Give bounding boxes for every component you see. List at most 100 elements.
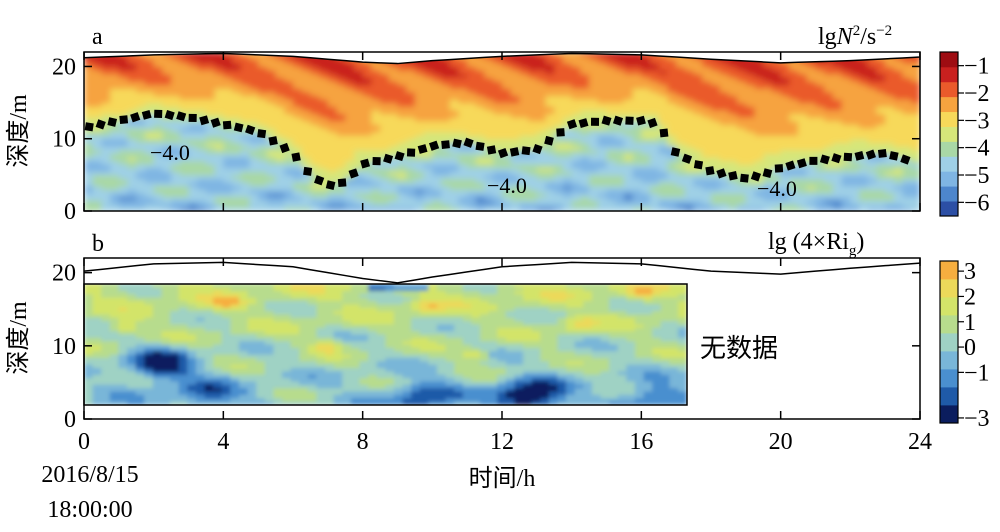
colorbar-swatch xyxy=(940,369,958,388)
contour-marker xyxy=(521,146,531,156)
contour-marker xyxy=(245,124,256,135)
colorbar-tick-label: −1 xyxy=(964,54,990,80)
contour-marker xyxy=(532,143,543,155)
panel-b-cb-main: lg (4×Ri xyxy=(768,229,849,255)
colorbar-swatch xyxy=(940,387,958,406)
contour-marker xyxy=(681,153,693,164)
contour-marker xyxy=(819,154,830,165)
panel-b-ylabel: 深度/m xyxy=(5,301,32,375)
contour-marker xyxy=(566,119,578,130)
contour-marker xyxy=(796,158,807,169)
panel-b-cb-sub: g xyxy=(849,243,857,259)
contour-marker xyxy=(556,128,565,137)
x-tick-label: 12 xyxy=(490,429,514,455)
colorbar-tick-label: −4 xyxy=(964,136,990,162)
y-tick-label: 10 xyxy=(52,334,76,360)
contour-marker xyxy=(659,128,669,138)
panel-a-colorbar-title: lgN2/s−2 xyxy=(818,23,892,50)
panel-a-contour-label-2: −4.0 xyxy=(487,173,527,198)
contour-marker xyxy=(372,157,381,166)
contour-marker xyxy=(750,171,762,182)
panel-b-letter: b xyxy=(92,231,104,257)
panel-a-contour-minus4 xyxy=(84,109,911,190)
contour-marker xyxy=(865,149,876,160)
contour-marker xyxy=(843,152,853,162)
contour-marker xyxy=(636,115,646,126)
x-tick-label: 8 xyxy=(357,429,369,455)
panel-a-cb-lg: lg xyxy=(818,24,837,50)
contour-marker xyxy=(670,147,681,157)
contour-marker xyxy=(257,129,267,139)
panel-a-ylabel: 深度/m xyxy=(5,94,32,168)
contour-marker xyxy=(383,153,394,164)
panel-a-colorbar: −1−2−3−4−5−6 xyxy=(939,51,990,217)
contour-marker xyxy=(222,120,232,130)
colorbar-tick-label: 1 xyxy=(964,310,976,336)
contour-marker xyxy=(705,166,715,176)
contour-marker xyxy=(463,137,474,148)
contour-marker xyxy=(176,111,187,122)
y-tick-label: 10 xyxy=(52,127,76,153)
contour-marker xyxy=(452,138,462,149)
y-tick-label: 20 xyxy=(52,261,76,287)
contour-marker xyxy=(497,147,509,159)
contour-marker xyxy=(774,164,784,173)
contour-marker xyxy=(107,117,118,127)
colorbar-swatch xyxy=(940,333,958,352)
x-tick-label: 4 xyxy=(217,429,229,455)
contour-marker xyxy=(728,171,738,181)
panel-a-surface-line xyxy=(84,52,920,65)
contour-marker xyxy=(303,166,313,176)
colorbar-swatch xyxy=(940,405,958,424)
colorbar-swatch xyxy=(940,315,958,334)
panel-b-cb-close: ) xyxy=(856,229,864,255)
contour-marker xyxy=(233,122,244,133)
contour-marker xyxy=(854,150,865,161)
contour-marker xyxy=(95,119,106,130)
colorbar-swatch xyxy=(940,96,958,113)
contour-marker xyxy=(877,149,887,158)
contour-marker xyxy=(740,173,749,183)
colorbar-swatch xyxy=(940,201,958,217)
y-tick-label: 0 xyxy=(64,407,76,433)
contour-marker xyxy=(428,140,440,151)
start-clock: 18:00:00 xyxy=(47,497,132,523)
contour-marker xyxy=(831,153,842,164)
panel-a-cb-unit: /s xyxy=(860,24,876,50)
contour-marker xyxy=(141,109,152,120)
colorbar-swatch xyxy=(940,261,958,280)
panel-a-field xyxy=(84,52,920,211)
contour-marker xyxy=(164,110,175,121)
contour-marker xyxy=(154,109,163,119)
contour-marker xyxy=(544,135,554,146)
colorbar-swatch xyxy=(940,186,958,202)
colorbar-swatch xyxy=(940,279,958,298)
contour-marker xyxy=(199,115,210,126)
contour-marker xyxy=(601,115,612,126)
contour-marker xyxy=(291,152,301,162)
contour-marker xyxy=(809,156,818,165)
panel-a-cb-unit-exp: −2 xyxy=(876,23,892,39)
contour-marker xyxy=(716,168,727,179)
panel-a-ticks: 0 10 20 xyxy=(52,52,921,225)
colorbar-swatch xyxy=(940,351,958,370)
no-data-label: 无数据 xyxy=(700,334,778,363)
panel-b-colorbar-title: lg (4×Rig) xyxy=(768,229,864,259)
panel-a-cb-exp: 2 xyxy=(853,23,861,39)
colorbar-swatch xyxy=(940,171,958,187)
panel-a-cb-var: N xyxy=(836,24,855,50)
colorbar-tick-label: −2 xyxy=(964,81,990,107)
colorbar-tick-label: −6 xyxy=(964,190,990,216)
colorbar-tick-label: −3 xyxy=(964,406,990,432)
contour-marker xyxy=(268,136,278,146)
x-axis-label: 时间/h xyxy=(469,465,536,492)
contour-marker xyxy=(762,168,773,179)
colorbar-swatch xyxy=(940,141,958,157)
contour-marker xyxy=(441,140,450,149)
colorbar-tick-label: −5 xyxy=(964,163,990,189)
contour-marker xyxy=(647,117,658,129)
start-date: 2016/8/15 xyxy=(41,462,138,488)
x-tick-label: 0 xyxy=(78,429,90,455)
x-tick-label: 24 xyxy=(908,429,932,455)
